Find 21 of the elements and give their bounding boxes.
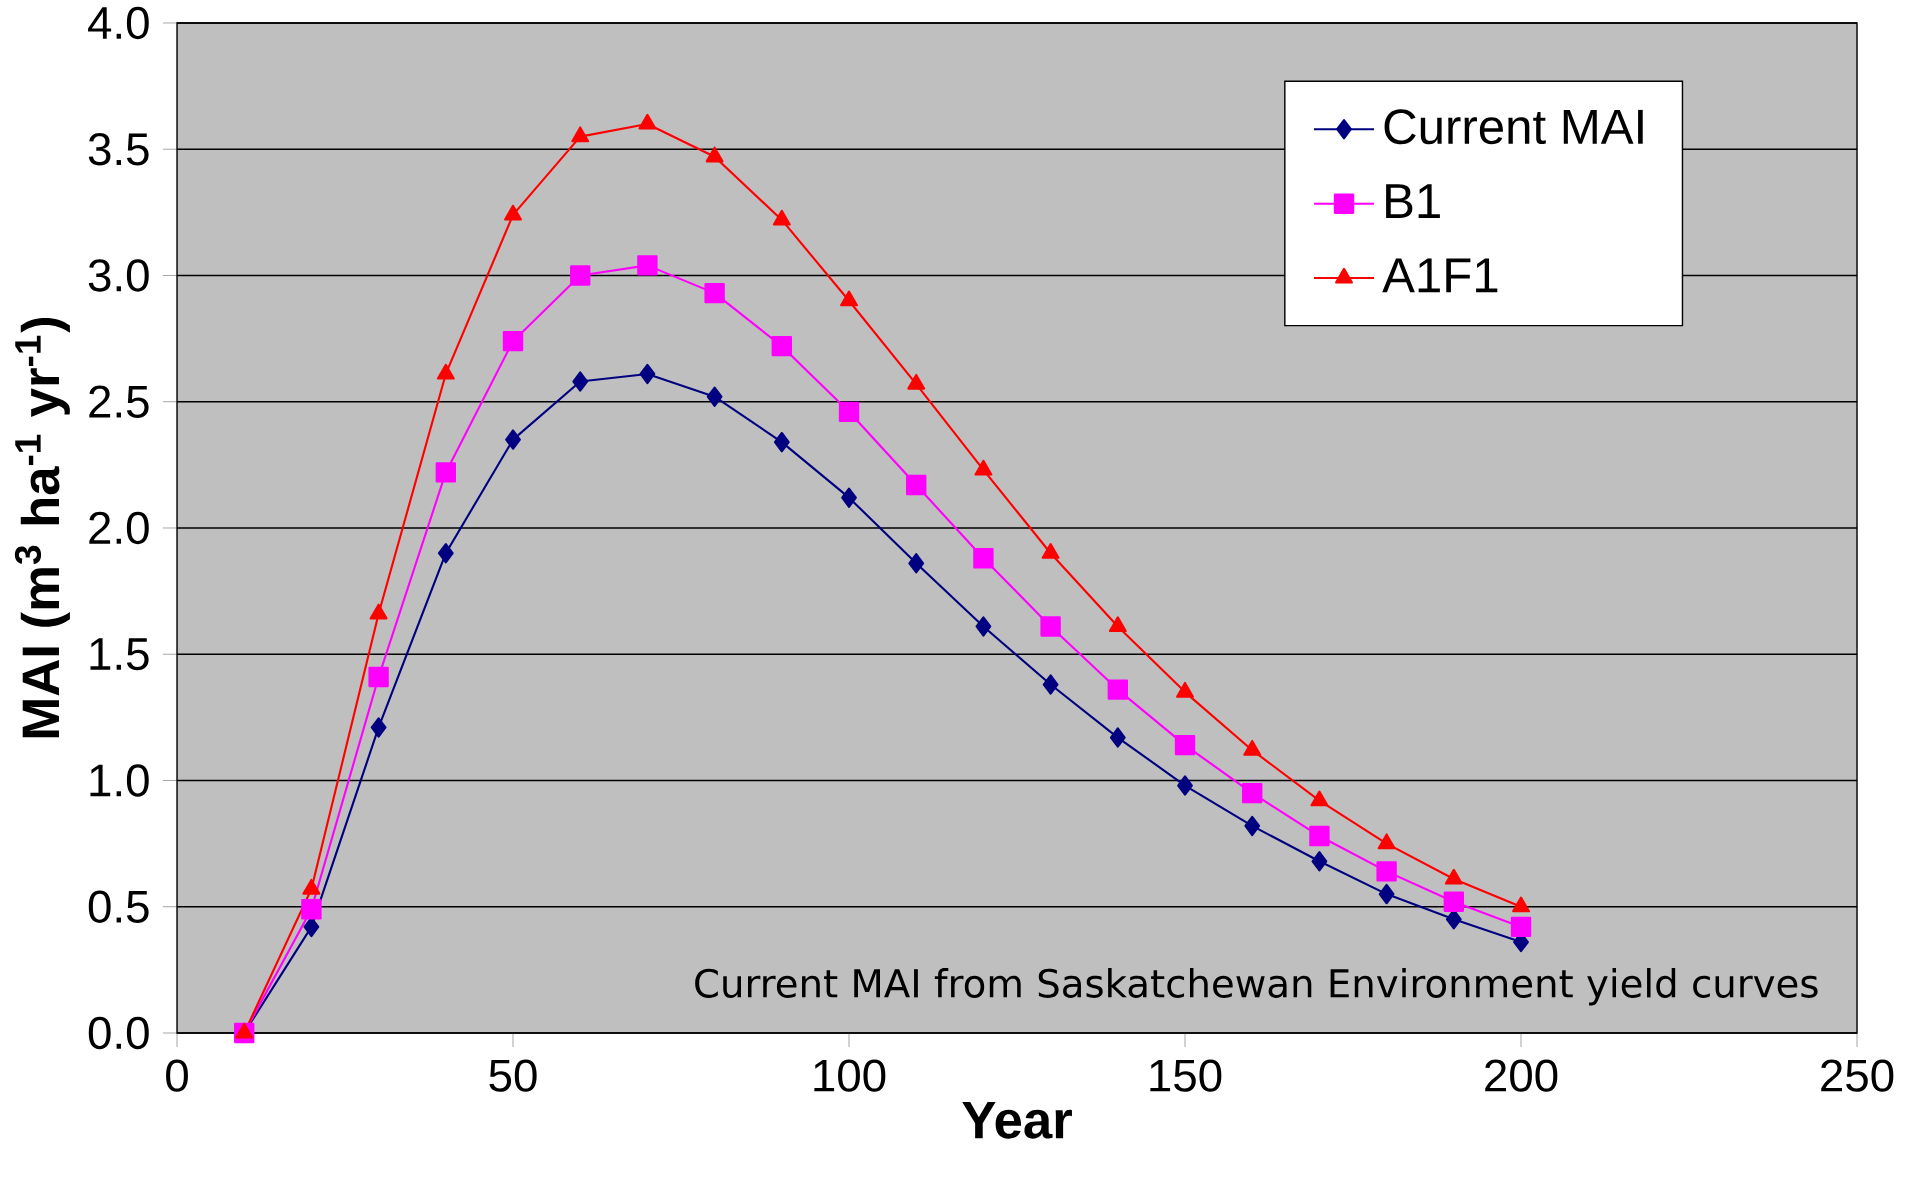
- y-tick-label: 0.0: [88, 1016, 149, 1050]
- x-tick-label: 200: [1485, 1059, 1558, 1092]
- x-tick-label: 150: [1150, 1059, 1222, 1092]
- legend-label: Current MAI: [1384, 109, 1643, 145]
- x-tick-label: 100: [814, 1059, 886, 1092]
- y-tick-label: 0.5: [88, 890, 149, 923]
- x-tick-label: 0: [166, 1059, 188, 1092]
- y-tick-label: 2.0: [89, 511, 149, 545]
- y-axis-title: MAI (m$^{3}$ ha$^{-1}$ yr$^{-1}$): [14, 317, 70, 738]
- x-tick-label: 50: [489, 1059, 537, 1092]
- y-tick-label: 3.5: [88, 133, 149, 166]
- y-tick-label: 3.0: [88, 259, 149, 292]
- x-tick-label: 250: [1821, 1059, 1894, 1092]
- legend-label: A1F1: [1382, 258, 1498, 293]
- y-tick-label: 2.5: [89, 385, 149, 418]
- x-axis-title: Year: [962, 1101, 1072, 1139]
- legend-label: B1: [1386, 184, 1440, 218]
- y-tick-label: 4.0: [88, 6, 149, 40]
- annotation: Current MAI from Saskatchewan Environment yield curves: [695, 967, 1818, 1006]
- y-tick-label: 1.0: [90, 764, 149, 797]
- y-tick-label: 1.5: [90, 638, 149, 671]
